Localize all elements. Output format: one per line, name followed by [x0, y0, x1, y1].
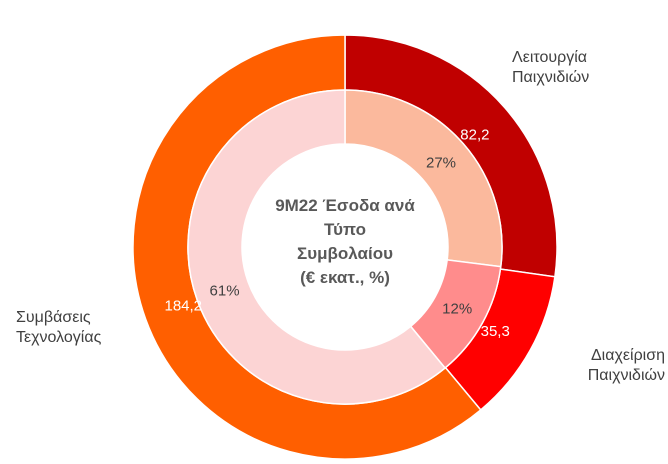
inner-ring: [187, 89, 503, 405]
chart-title-line: 9M22 Έσοδα ανά: [275, 196, 415, 215]
inner-percent-label: 27%: [426, 154, 456, 171]
category-label-game-operations: Λειτουργία Παιχνιδιών: [512, 49, 590, 86]
outer-value-labels: 82,2 35,3 184,2: [164, 126, 509, 340]
chart-title-line: Τύπο: [324, 220, 366, 239]
inner-ring-slice-2: [187, 89, 447, 405]
inner-percent-labels: 27% 12% 61%: [210, 154, 473, 317]
outer-value-label: 82,2: [460, 126, 489, 143]
chart-title: 9M22 Έσοδα ανά Τύπο Συμβολαίου (€ εκατ.,…: [255, 194, 435, 290]
chart-title-line: (€ εκατ., %): [300, 268, 390, 287]
outer-value-label: 184,2: [164, 298, 202, 315]
chart-title-line: Συμβολαίου: [297, 244, 393, 263]
inner-percent-label: 12%: [442, 301, 472, 318]
category-label-game-management: Διαχείριση Παιχνιδιών: [587, 347, 665, 384]
inner-percent-label: 61%: [210, 282, 240, 299]
inner-ring-slice-0: [344, 89, 503, 268]
outer-value-label: 35,3: [481, 323, 510, 340]
category-label-technology-contracts: Συμβάσεις Τεχνολογίας: [16, 309, 102, 346]
